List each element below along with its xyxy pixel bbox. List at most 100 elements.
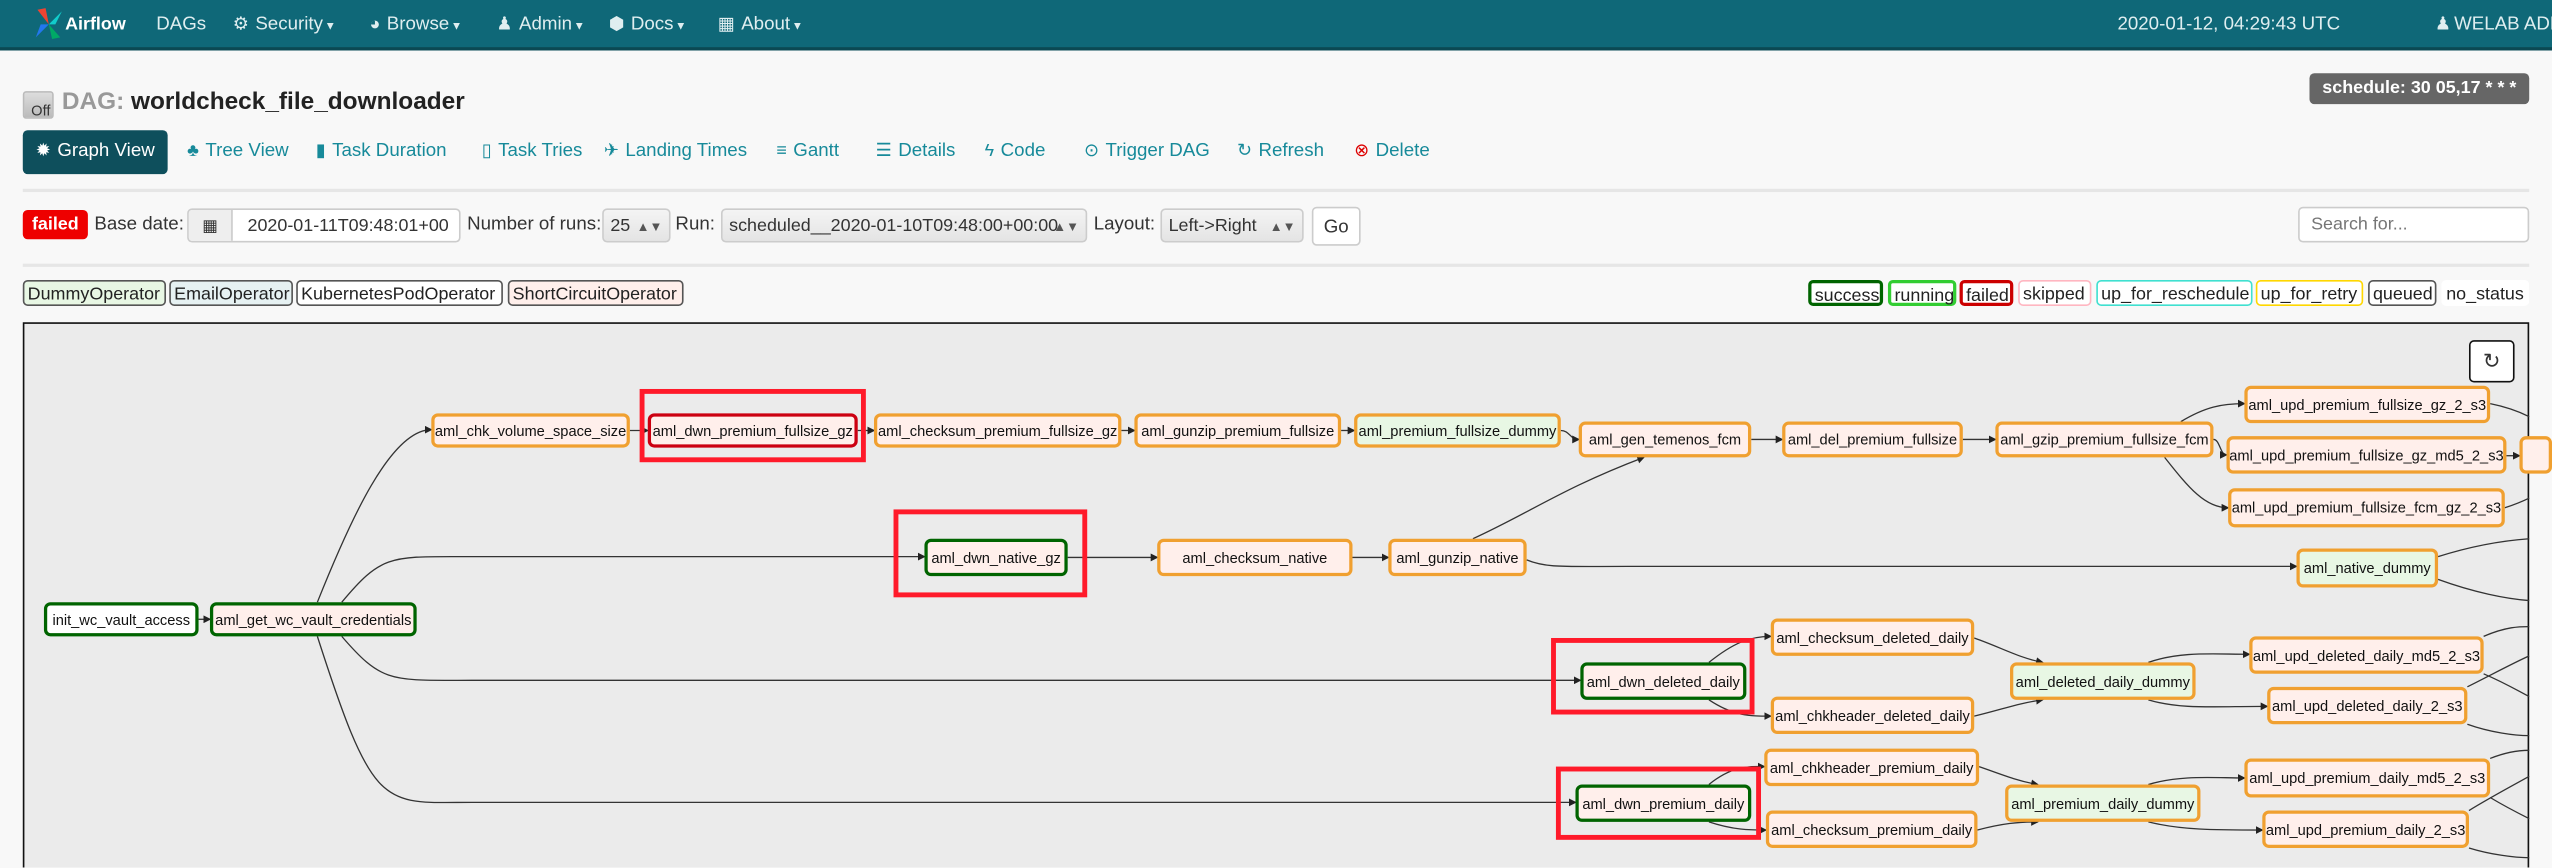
tab-landing-times[interactable]: ✈ Landing Times [604, 130, 747, 174]
tab-graph-view[interactable]: ✹ Graph View [22, 130, 168, 175]
user-icon: ♟ [496, 14, 513, 35]
select-arrows-icon: ▲▼ [1053, 219, 1080, 235]
operator-legend-item[interactable]: KubernetesPodOperator [296, 279, 503, 306]
task-node[interactable]: aml_gzip_premium_fullsize_fcm [1995, 421, 2214, 458]
task-node[interactable]: aml_chkheader_deleted_daily [1770, 696, 1975, 735]
state-legend-item[interactable]: running [1887, 279, 1957, 306]
cube-icon: ⬢ [608, 14, 625, 35]
state-legend-item[interactable]: skipped [2018, 279, 2092, 306]
task-node-label: aml_upd_premium_fullsize_gz_2_s3 [2248, 396, 2487, 413]
task-node-label: aml_premium_daily_dummy [2011, 795, 2195, 812]
task-node[interactable]: init_wc_vault_access [43, 602, 199, 637]
dag-pause-toggle[interactable]: Off [22, 91, 54, 119]
task-node[interactable]: aml_dwn_deleted_daily [1580, 662, 1747, 700]
nav-browse-label: Browse [386, 14, 450, 35]
tab-task-tries[interactable]: ▯ Task Tries [482, 130, 583, 174]
nav-security[interactable]: ⚙ Security ▼ [233, 0, 336, 47]
task-node[interactable]: aml_upd_premium_fullsize_gz_md5_2_s3 [2226, 436, 2507, 474]
tab-delete[interactable]: ⊗ Delete [1354, 130, 1430, 174]
base-date-label: Base date: [94, 214, 184, 235]
task-node[interactable]: aml_upd_deleted_daily_2_s3 [2267, 686, 2468, 725]
nav-admin[interactable]: ♟ Admin ▼ [496, 0, 585, 47]
airflow-logo[interactable]: Airflow [33, 0, 126, 47]
run-select[interactable]: scheduled__2020-01-10T09:48:00+00:00 ▲▼ [721, 208, 1088, 243]
state-legend-item[interactable]: queued [2368, 279, 2437, 306]
edge [1978, 765, 2039, 788]
task-node[interactable]: aml_del_premium_fullsize [1782, 421, 1963, 458]
nav-docs[interactable]: ⬢ Docs ▼ [609, 0, 687, 47]
tab-trigger-dag[interactable]: ⊙ Trigger DAG [1084, 130, 1210, 174]
tab-icon: ☰ [875, 141, 892, 162]
tab-refresh[interactable]: ↻ Refresh [1237, 130, 1324, 174]
tab-tree-view[interactable]: ♣ Tree View [187, 130, 288, 174]
state-legend-item[interactable]: up_for_reschedule [2096, 279, 2253, 306]
task-node[interactable]: aml_gen_temenos_fcm [1578, 421, 1752, 458]
tab-task-duration[interactable]: ▮ Task Duration [316, 130, 447, 174]
nav-browse[interactable]: ◕ Browse ▼ [369, 0, 462, 47]
operator-legend-item[interactable]: DummyOperator [22, 279, 167, 306]
user-menu[interactable]: ♟WELAB ADMIN▼ [2435, 0, 2552, 47]
task-node-label: aml_gen_temenos_fcm [1588, 431, 1742, 448]
edge [341, 635, 1582, 685]
state-legend-item[interactable]: up_for_retry [2255, 279, 2364, 306]
state-legend-item[interactable]: no_status [2441, 279, 2530, 306]
navbar: Airflow DAGs ⚙ Security ▼ ◕ Browse ▼ ♟ Admin ▼… [0, 0, 2552, 51]
task-node[interactable]: aml_native_dummy [2296, 548, 2439, 588]
task-node[interactable]: aml_gunzip_premium_fullsize [1134, 413, 1342, 448]
tab-icon: ϟ [984, 141, 995, 162]
tab-label: Graph View [57, 141, 155, 162]
task-node[interactable]: aml_get_wc_vault_credentials [209, 602, 417, 637]
tab-label: Task Tries [498, 141, 583, 162]
task-node[interactable]: aml_premium_daily_dummy [2005, 784, 2201, 822]
divider [22, 263, 2530, 267]
task-node[interactable]: aml_checksum_premium_fullsize_gz [873, 413, 1122, 448]
divider [22, 188, 2530, 193]
task-node[interactable]: aml_upd_premium_daily_md5_2_s3 [2244, 758, 2491, 798]
nav-dags[interactable]: DAGs [156, 0, 206, 47]
task-node[interactable]: aml_checksum_premium_daily [1765, 810, 1978, 848]
task-node[interactable]: aml_upd_premium_fullsize_gz_2_s3 [2244, 385, 2491, 424]
edge [1526, 559, 2298, 571]
go-button[interactable]: Go [1311, 206, 1361, 246]
task-node[interactable]: aml_dwn_native_gz [924, 538, 1068, 577]
task-node[interactable]: aml_gunzip_native [1388, 538, 1527, 577]
tab-code[interactable]: ϟ Code [985, 130, 1046, 174]
task-node[interactable]: aml_checksum_native [1157, 538, 1353, 577]
operator-legend-item[interactable]: ShortCircuitOperator [507, 279, 684, 306]
operator-legend-item[interactable]: EmailOperator [169, 279, 293, 306]
tab-details[interactable]: ☰ Details [876, 130, 956, 174]
task-node[interactable]: aml_upd_premium_fullsize_fcm_gz_2_s3 [2228, 488, 2505, 528]
refresh-icon: ↻ [2482, 348, 2501, 373]
task-node-label: aml_native_dummy [2303, 559, 2431, 577]
nav-docs-label: Docs [630, 14, 674, 35]
task-node[interactable]: aml_chk_volume_space_size [431, 413, 630, 448]
runs-select[interactable]: 25 ▲▼ [602, 208, 671, 243]
runs-label: Number of runs: [467, 214, 602, 235]
state-legend-item[interactable]: failed [1959, 279, 2014, 306]
nav-about[interactable]: ▦ About ▼ [718, 0, 803, 47]
task-node[interactable]: aml_dwn_premium_fullsize_gz [647, 413, 858, 448]
task-node[interactable]: aml_chkheader_premium_daily [1764, 748, 1980, 787]
state-legend-item[interactable]: success [1808, 279, 1884, 306]
search-input[interactable] [2298, 206, 2530, 243]
task-node[interactable]: aml_premium_fullsize_dummy [1354, 413, 1561, 448]
task-node[interactable]: aml_deleted_daily_dummy [2010, 662, 2196, 700]
edge [2483, 625, 2530, 637]
runs-value: 25 [610, 216, 631, 236]
task-node-partial[interactable] [2519, 436, 2552, 474]
user-name: WELAB ADMIN [2454, 14, 2552, 35]
task-node[interactable]: aml_dwn_premium_daily [1575, 784, 1752, 822]
refresh-graph-button[interactable]: ↻ [2468, 340, 2515, 383]
tab-icon: ≡ [776, 141, 787, 162]
graph-canvas[interactable] [22, 322, 2530, 868]
layout-select[interactable]: Left->Right ▲▼ [1160, 208, 1304, 243]
tab-gantt[interactable]: ≡ Gantt [776, 130, 839, 174]
task-node-label: aml_upd_premium_daily_md5_2_s3 [2249, 769, 2486, 787]
run-label: Run: [675, 214, 715, 235]
base-date-input[interactable]: ▦ 2020-01-11T09:48:01+00 [187, 208, 461, 243]
task-node[interactable]: aml_upd_deleted_daily_md5_2_s3 [2249, 636, 2484, 674]
task-node[interactable]: aml_checksum_deleted_daily [1770, 618, 1975, 656]
caret-down-icon: ▼ [791, 21, 804, 33]
edge [2180, 399, 2246, 423]
task-node[interactable]: aml_upd_premium_daily_2_s3 [2262, 810, 2469, 848]
